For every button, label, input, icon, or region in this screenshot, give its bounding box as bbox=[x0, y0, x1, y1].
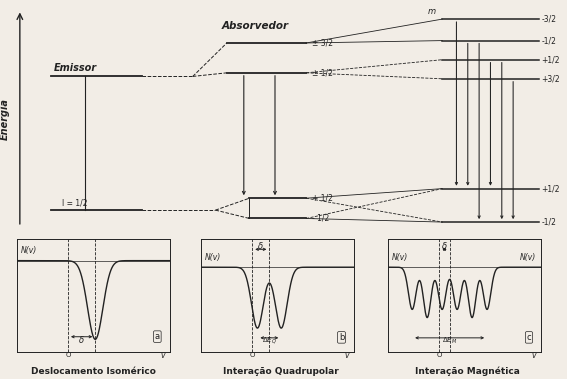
Text: +1/2: +1/2 bbox=[541, 55, 560, 64]
Text: b: b bbox=[339, 333, 344, 342]
Text: O: O bbox=[249, 352, 255, 358]
Text: a: a bbox=[155, 332, 160, 341]
Text: -1/2: -1/2 bbox=[541, 36, 556, 45]
Text: ± 1/2: ± 1/2 bbox=[312, 68, 333, 77]
Text: -3/2: -3/2 bbox=[541, 15, 556, 23]
Text: $\Delta E_Q$: $\Delta E_Q$ bbox=[262, 335, 277, 346]
Text: N(v): N(v) bbox=[20, 246, 37, 255]
Text: m: m bbox=[428, 7, 436, 16]
Text: O: O bbox=[65, 352, 71, 358]
Text: $\delta$: $\delta$ bbox=[257, 240, 264, 251]
Text: Energia: Energia bbox=[0, 99, 10, 140]
Text: $\delta$: $\delta$ bbox=[441, 240, 448, 251]
Text: v: v bbox=[160, 351, 165, 360]
Text: c: c bbox=[527, 333, 531, 342]
Text: Interação Quadrupolar: Interação Quadrupolar bbox=[223, 367, 338, 376]
Text: I = 1/2: I = 1/2 bbox=[62, 199, 88, 208]
Text: v: v bbox=[345, 351, 349, 360]
Text: +3/2: +3/2 bbox=[541, 74, 560, 83]
Text: Interação Magnética: Interação Magnética bbox=[416, 367, 520, 376]
Text: N(v): N(v) bbox=[392, 252, 408, 262]
Text: Absorvedor: Absorvedor bbox=[222, 21, 289, 31]
Text: ± 3/2: ± 3/2 bbox=[312, 39, 333, 47]
Text: +1/2: +1/2 bbox=[541, 184, 560, 193]
Text: Emissor: Emissor bbox=[54, 63, 97, 73]
Text: Deslocamento Isomérico: Deslocamento Isomérico bbox=[31, 367, 156, 376]
Text: v: v bbox=[532, 351, 536, 360]
Text: -1/2: -1/2 bbox=[541, 218, 556, 227]
Text: $\delta$: $\delta$ bbox=[78, 334, 85, 345]
Text: - 1/2: - 1/2 bbox=[312, 214, 329, 223]
Text: O: O bbox=[437, 352, 442, 358]
Text: N(v): N(v) bbox=[205, 252, 221, 262]
Text: N(v): N(v) bbox=[520, 252, 536, 262]
Text: $\Delta E_M$: $\Delta E_M$ bbox=[442, 336, 457, 346]
Text: + 1/2: + 1/2 bbox=[312, 194, 333, 203]
